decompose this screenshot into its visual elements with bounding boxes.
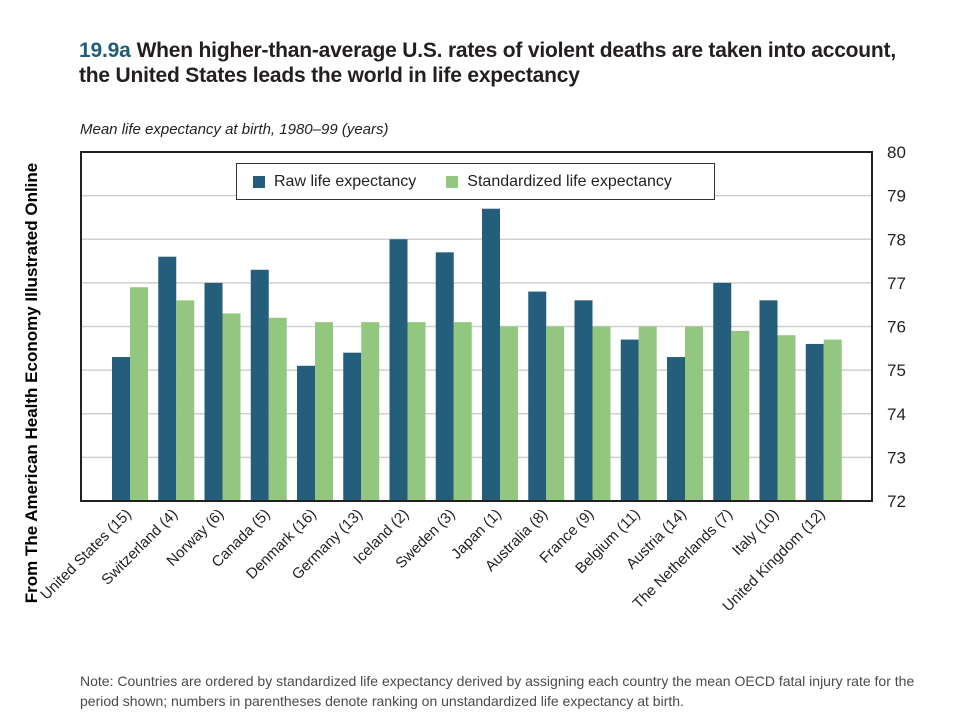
bar-raw xyxy=(204,282,223,501)
y-tick-label: 75 xyxy=(887,361,906,380)
y-tick-label: 76 xyxy=(887,318,906,337)
bar-raw xyxy=(667,357,685,501)
bar-standardized xyxy=(777,335,796,501)
footnote: Note: Countries are ordered by standardi… xyxy=(80,673,915,709)
bar-standardized xyxy=(361,322,380,501)
legend-swatch-standardized xyxy=(446,175,459,188)
y-tick-label: 80 xyxy=(887,143,906,162)
y-tick-label: 79 xyxy=(887,187,906,206)
y-tick-label: 73 xyxy=(887,448,906,467)
bar-raw xyxy=(112,357,130,501)
legend-item-raw: Raw life expectancy xyxy=(253,173,416,191)
bar-standardized xyxy=(592,326,611,501)
y-tick-label: 78 xyxy=(887,230,906,249)
bar-standardized xyxy=(685,326,703,501)
y-tick-label: 72 xyxy=(887,492,906,511)
chart-title: 19.9a When higher-than-average U.S. rates… xyxy=(79,38,899,88)
bar-standardized xyxy=(453,322,472,501)
bar-standardized xyxy=(546,326,565,501)
bar-raw xyxy=(435,252,454,501)
bars xyxy=(112,208,842,501)
bar-standardized xyxy=(315,322,333,501)
figure-number: 19.9a xyxy=(79,39,131,62)
bar-raw xyxy=(713,282,732,501)
bar-standardized xyxy=(731,330,750,501)
chart-subtitle: Mean life expectancy at birth, 1980–99 (… xyxy=(80,121,389,138)
bar-raw xyxy=(805,343,824,501)
bar-standardized xyxy=(823,339,842,501)
plot-frame xyxy=(80,151,873,502)
bar-raw xyxy=(759,300,778,501)
legend: Raw life expectancy Standardized life ex… xyxy=(236,163,715,200)
bar-standardized xyxy=(222,313,241,501)
bar-standardized xyxy=(638,326,657,501)
chart-title-text: When higher-than-average U.S. rates of v… xyxy=(79,39,896,87)
legend-label-raw: Raw life expectancy xyxy=(274,172,417,190)
bar-raw xyxy=(297,365,315,501)
y-tick-label: 77 xyxy=(887,274,906,293)
gridlines xyxy=(81,194,872,459)
bar-standardized xyxy=(268,317,287,501)
bar-raw xyxy=(389,239,408,501)
bar-standardized xyxy=(407,322,426,501)
bar-standardized xyxy=(130,287,148,501)
bar-raw xyxy=(528,291,547,501)
legend-swatch-raw xyxy=(253,175,265,188)
y-tick-labels: 72 73 74 75 76 77 78 79 80 xyxy=(887,143,906,511)
bar-raw xyxy=(343,352,362,501)
y-tick-label: 74 xyxy=(887,405,906,424)
bar-standardized xyxy=(500,326,518,501)
legend-item-standardized: Standardized life expectancy xyxy=(446,173,672,191)
bar-raw xyxy=(574,300,593,501)
bar-raw xyxy=(620,339,639,501)
bar-standardized xyxy=(176,300,195,501)
bar-raw xyxy=(250,269,269,501)
legend-label-standardized: Standardized life expectancy xyxy=(467,172,672,190)
bar-raw xyxy=(158,256,177,501)
bar-raw xyxy=(482,208,500,501)
x-tick-labels: United States (15)Switzerland (4)Norway … xyxy=(37,506,828,615)
